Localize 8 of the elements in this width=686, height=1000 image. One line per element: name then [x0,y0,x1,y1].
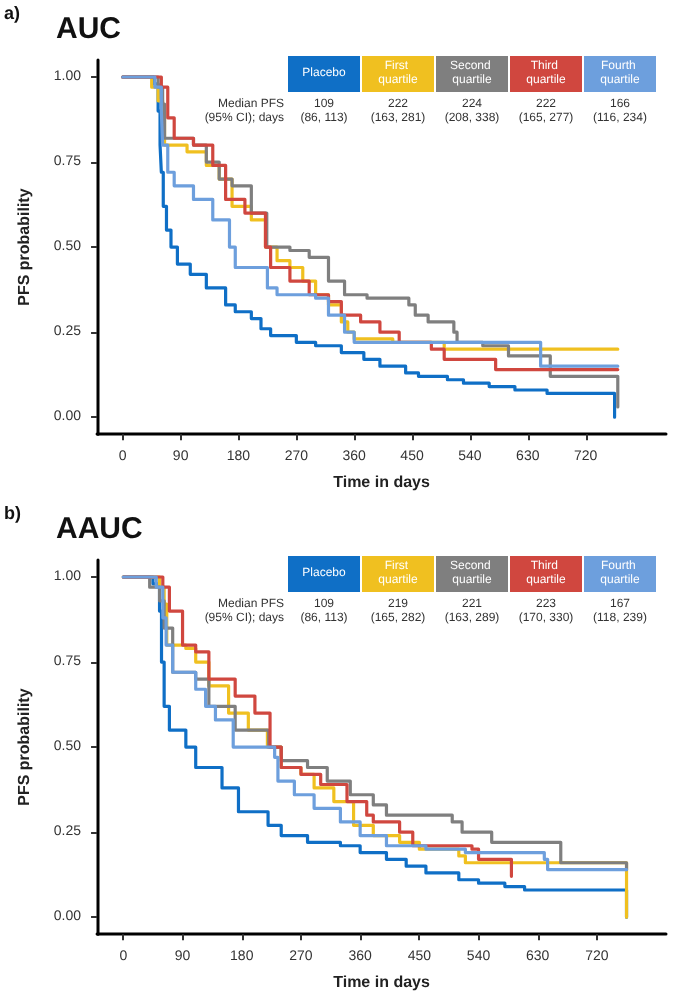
x-axis-title: Time in days [333,473,431,491]
y-axis-title: PFS probability [15,187,33,306]
x-axis-title: Time in days [333,973,431,991]
chart-title: AAUC [56,512,143,546]
text: b) [4,503,21,523]
text: a) [4,3,21,23]
y-axis-title: PFS probability [15,687,33,806]
chart-title: AUC [56,12,122,46]
